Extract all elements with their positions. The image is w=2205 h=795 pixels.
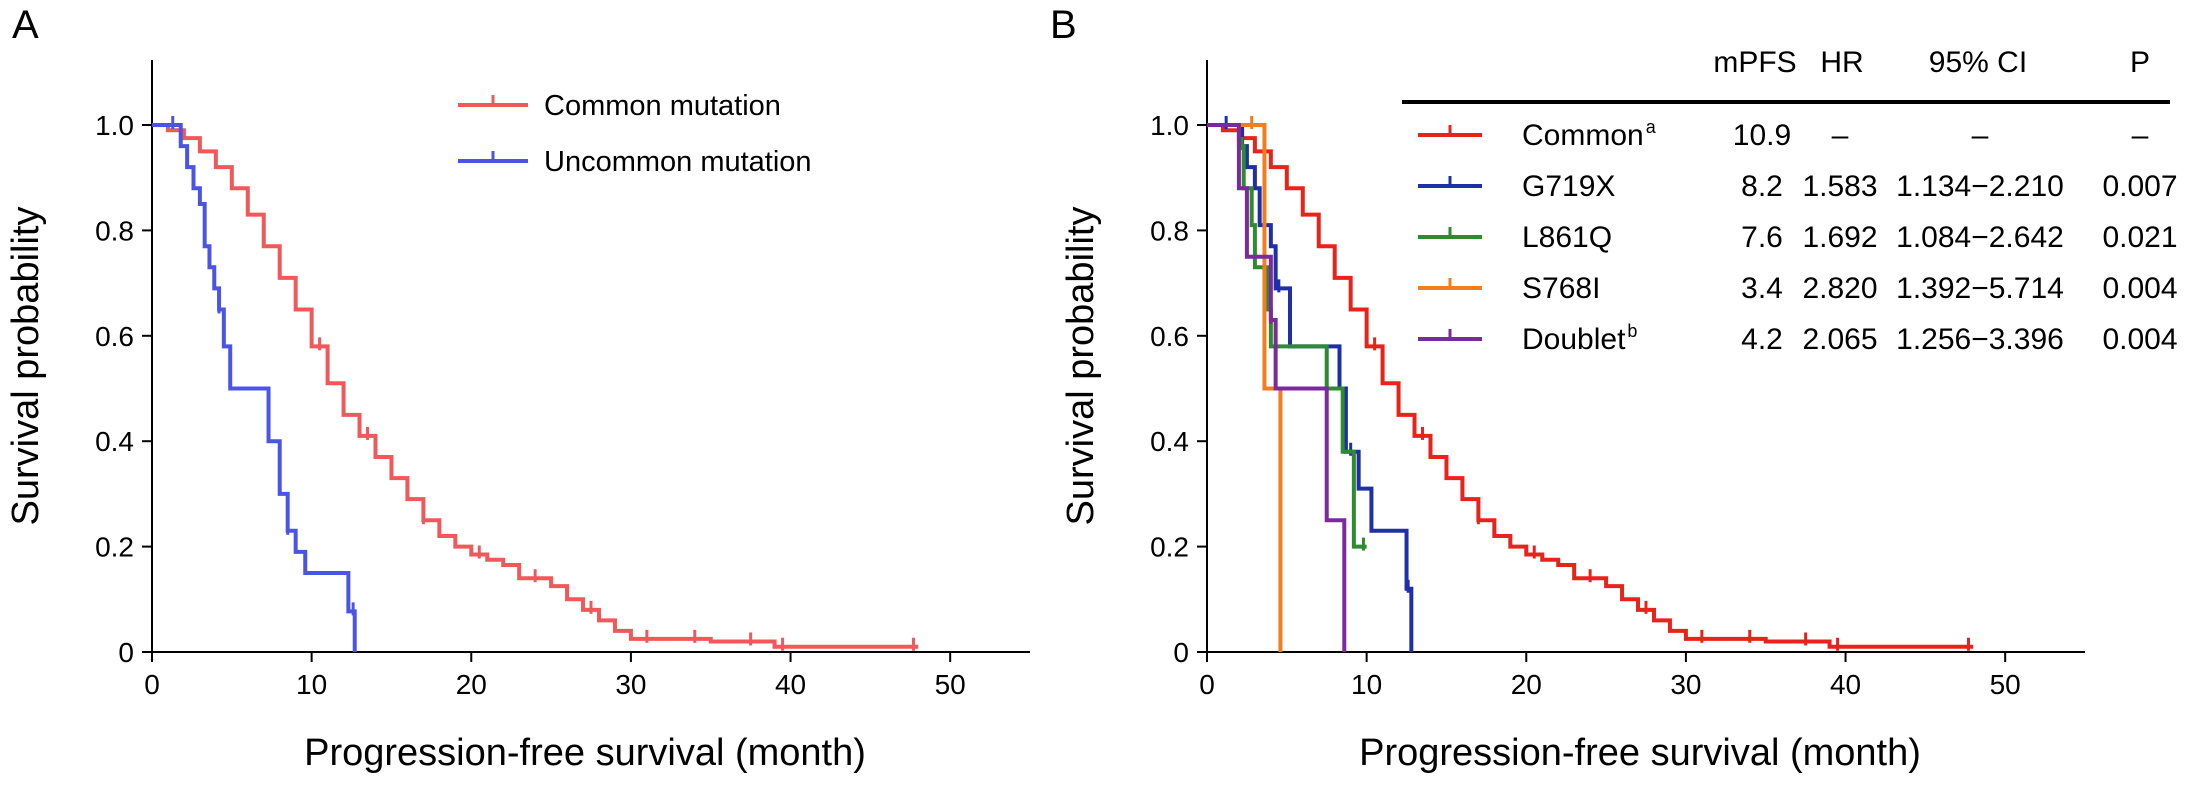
series-line-g719x: [1207, 123, 1414, 652]
panel-label-b: B: [1050, 3, 1077, 47]
x-tick-label: 50: [1990, 669, 2021, 700]
y-axis-title: Survival probability: [5, 207, 47, 526]
table-cell: 1.583: [1802, 170, 1877, 203]
table-cell: 4.2: [1741, 323, 1783, 356]
x-tick-label: 0: [1199, 669, 1215, 700]
table-cell: 0.007: [2102, 170, 2177, 203]
series-line-s768i: [1207, 123, 1283, 652]
y-tick-label: 0.8: [95, 215, 134, 246]
table-cell: 2.820: [1802, 272, 1877, 305]
x-tick-label: 20: [1511, 669, 1542, 700]
y-tick-label: 0: [118, 637, 134, 668]
table-cell: 8.2: [1741, 170, 1783, 203]
chart-panel-b: 0 10 20 30 40 50 0 0.2 0.4 0.6 0.8 1.0 Progression-f…: [1060, 46, 2178, 774]
y-tick-label: 0.2: [1150, 532, 1189, 563]
table-row-label: G719X: [1522, 170, 1615, 203]
series-line-common-mutation: [152, 123, 919, 649]
legend-label: Common mutation: [544, 90, 781, 122]
y-tick-label: 0.4: [1150, 426, 1189, 457]
table-row-label: S768I: [1522, 272, 1600, 305]
x-tick-label: 0: [144, 669, 160, 700]
table-header: HR: [1820, 46, 1863, 79]
table-cell: 1.084−2.642: [1896, 221, 2064, 254]
table-row-label: L861Q: [1522, 221, 1612, 254]
table-cell: 10.9: [1733, 119, 1791, 152]
y-tick-label: 0.2: [95, 532, 134, 563]
y-tick-label: 0.6: [95, 321, 134, 352]
y-tick-label: 1.0: [1150, 110, 1189, 141]
x-tick-label: 20: [456, 669, 487, 700]
y-tick-label: 0.4: [95, 426, 134, 457]
y-tick-label: 0.6: [1150, 321, 1189, 352]
series-line-uncommon-mutation: [152, 123, 357, 652]
x-tick-label: 40: [775, 669, 806, 700]
table-cell: –: [1832, 119, 1849, 152]
x-tick-label: 50: [935, 669, 966, 700]
x-tick-label: 10: [296, 669, 327, 700]
table-row-label: Common: [1522, 119, 1644, 152]
table-cell: 1.692: [1802, 221, 1877, 254]
series-line-l861q: [1207, 123, 1367, 549]
table-cell: 2.065: [1802, 323, 1877, 356]
table-cell: 0.004: [2102, 272, 2177, 305]
table-cell: 1.134−2.210: [1896, 170, 2064, 203]
y-axis-title: Survival probability: [1060, 207, 1102, 526]
x-axis-title: Progression-free survival (month): [304, 732, 866, 774]
table-cell: 0.004: [2102, 323, 2177, 356]
x-tick-label: 40: [1830, 669, 1861, 700]
table-cell: 1.256−3.396: [1896, 323, 2064, 356]
table-cell: –: [1972, 119, 1989, 152]
table-header: P: [2130, 46, 2150, 79]
table-row-superscript: b: [1627, 321, 1637, 341]
table-row-superscript: a: [1646, 117, 1657, 137]
x-tick-label: 30: [615, 669, 646, 700]
y-tick-label: 0.8: [1150, 215, 1189, 246]
table-cell: 0.021: [2102, 221, 2177, 254]
x-tick-label: 30: [1670, 669, 1701, 700]
series-line-common: [1207, 123, 1974, 649]
x-tick-label: 10: [1351, 669, 1382, 700]
legend-label: Uncommon mutation: [544, 146, 812, 178]
table-cell: –: [2132, 119, 2149, 152]
y-tick-label: 0: [1173, 637, 1189, 668]
table-cell: 3.4: [1741, 272, 1783, 305]
panel-label-a: A: [12, 3, 39, 47]
x-axis-title: Progression-free survival (month): [1359, 732, 1921, 774]
series-line-doublet: [1207, 123, 1347, 652]
chart-panel-a: 0 10 20 30 40 50 0 0.2 0.4 0.6 0.8 1.0 Progression-f…: [5, 60, 1030, 774]
table-cell: 1.392−5.714: [1896, 272, 2064, 305]
table-header: 95% CI: [1929, 46, 2027, 79]
table-row-label: Doublet: [1522, 323, 1626, 356]
y-tick-label: 1.0: [95, 110, 134, 141]
table-header: mPFS: [1713, 46, 1796, 79]
table-cell: 7.6: [1741, 221, 1783, 254]
